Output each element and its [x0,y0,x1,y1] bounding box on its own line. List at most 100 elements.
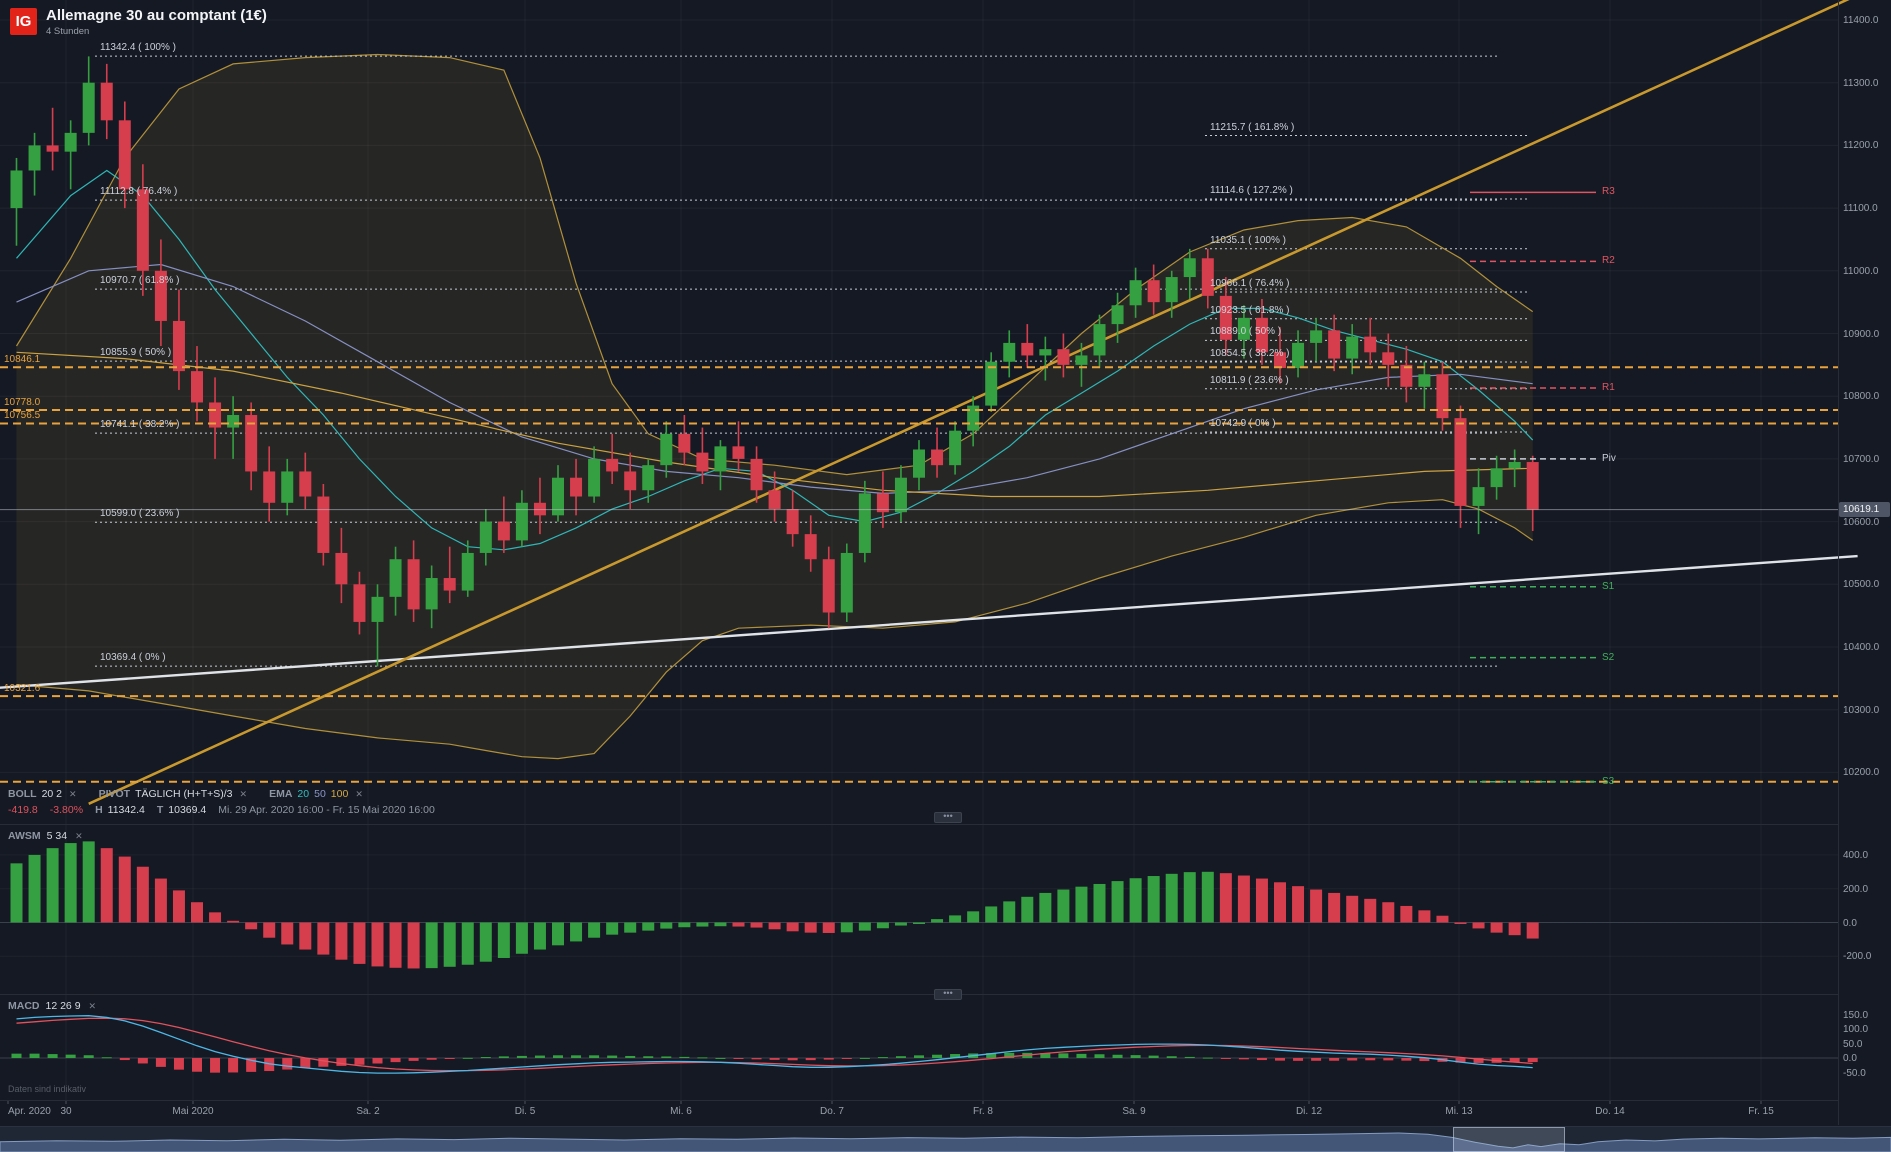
high-value: 11342.4 [107,804,145,816]
awsm-bar [497,922,510,958]
macd-main-line [16,1015,1533,1074]
macd-histogram-bar [300,1058,311,1068]
awsm-bar [82,841,95,923]
awsm-bar [1111,881,1124,923]
candle-body [1364,336,1377,353]
macd-histogram-bar [751,1058,762,1060]
awsm-bar [443,922,456,967]
candle-body [804,534,817,560]
macd-histogram-bar [1148,1055,1159,1058]
macd-histogram-bar [101,1057,112,1059]
macd-histogram-bar [1130,1055,1141,1058]
low-value: 10369.4 [168,804,207,816]
pane-resize-handle[interactable]: ••• [934,812,962,823]
macd-histogram-bar [841,1058,852,1059]
candle-body [1093,324,1106,356]
close-icon[interactable]: ✕ [239,788,248,799]
change-value: -419.8 [8,804,38,816]
low-label: T [156,804,164,816]
macd-histogram-bar [1455,1058,1466,1063]
macd-histogram-bar [354,1058,365,1065]
macd-histogram-bar [1419,1058,1430,1062]
awsm-params: 5 34 [46,830,68,842]
awsm-bar [931,919,944,923]
awsm-bar [100,848,113,923]
navigator-viewport-handle[interactable] [1453,1127,1565,1152]
candle-body [118,120,131,190]
instrument-title: Allemagne 30 au comptant (1€) [46,7,267,24]
candle-body [371,596,384,622]
candle-body [750,458,763,491]
indicative-data-note: Daten sind indikativ [8,1084,87,1094]
instrument-header: IG Allemagne 30 au comptant (1€) 4 Stund… [10,8,267,37]
macd-histogram-bar [1347,1058,1358,1061]
candle-body [1165,277,1178,303]
awsm-bar [678,922,691,928]
macd-histogram-bar [65,1054,76,1058]
macd-label: MACD [8,1000,40,1012]
macd-histogram-bar [805,1058,816,1061]
awsm-bar [118,856,131,923]
awsm-bar [353,922,366,964]
timeframe-label[interactable]: 4 Stunden [46,26,90,37]
candle-body [1526,462,1539,510]
candle-body [389,559,402,597]
candle-body [245,415,258,472]
candle-body [1003,342,1016,362]
candle-body [931,449,944,466]
macd-histogram-bar [1473,1058,1484,1063]
awsm-bar [840,922,853,933]
candle-body [949,430,962,466]
awsm-bar [1436,915,1449,923]
axis-divider [1838,0,1839,1125]
awsm-bar [263,922,276,938]
timeline-navigator[interactable] [0,1126,1891,1152]
awsm-bar [407,922,420,969]
macd-histogram-bar [119,1058,130,1061]
pane-resize-handle[interactable]: ••• [934,989,962,1000]
candle-body [479,521,492,553]
candle-body [263,471,276,503]
macd-histogram-bar [661,1056,672,1058]
candle-body [28,145,41,171]
macd-histogram-bar [553,1055,563,1058]
macd-histogram-bar [1202,1057,1213,1059]
awsm-bar [46,848,59,923]
macd-histogram-bar [1184,1056,1195,1058]
close-icon[interactable]: ✕ [75,830,83,841]
macd-histogram-bar [1293,1058,1304,1061]
candle-body [1328,330,1341,359]
awsm-bar [949,915,962,923]
macd-histogram-bar [534,1055,545,1058]
macd-histogram-bar [1311,1058,1322,1061]
candle-body [1292,342,1305,368]
close-icon[interactable]: ✕ [69,788,77,799]
candle-body [786,509,799,535]
awsm-bar [10,863,23,923]
awsm-bar [1382,902,1395,923]
candle-body [1255,317,1268,353]
awsm-bar [714,922,727,927]
awsm-bar [570,922,583,942]
awsm-bar [1057,889,1070,923]
macd-histogram-bar [607,1055,618,1058]
awsm-bar [588,922,601,938]
boll-label: BOLL [8,788,37,800]
awsm-bar [768,922,781,930]
candle-body [1111,305,1124,325]
candle-body [1075,355,1088,365]
close-icon[interactable]: ✕ [88,1000,97,1011]
candle-body [858,493,871,553]
macd-histogram-bar [318,1058,329,1067]
macd-histogram-bar [914,1055,924,1058]
candle-body [533,502,546,516]
candle-body [1418,374,1431,387]
macd-histogram-bar [137,1058,148,1064]
awsm-bar [1219,873,1232,923]
awsm-bar [660,922,673,929]
macd-histogram-bar [1058,1053,1069,1058]
close-icon[interactable]: ✕ [355,788,363,799]
candle-body [1039,349,1052,356]
ig-logo[interactable]: IG [10,8,37,35]
candle-body [136,189,149,271]
